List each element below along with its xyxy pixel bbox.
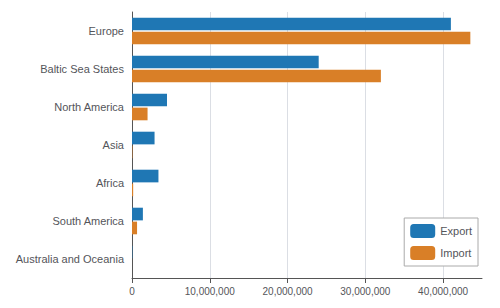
svg-text:Baltic Sea States: Baltic Sea States [40,63,124,75]
svg-text:20,000,000: 20,000,000 [263,286,313,297]
svg-text:North America: North America [54,101,125,113]
svg-text:Asia: Asia [103,139,125,151]
svg-text:30,000,000: 30,000,000 [340,286,390,297]
svg-text:South America: South America [52,215,124,227]
svg-text:40,000,000: 40,000,000 [418,286,468,297]
svg-text:Export: Export [440,225,472,237]
svg-text:Australia and Oceania: Australia and Oceania [16,253,125,265]
svg-text:Africa: Africa [96,177,125,189]
svg-text:10,000,000: 10,000,000 [185,286,235,297]
svg-text:Import: Import [440,247,471,259]
svg-text:0: 0 [129,286,135,297]
svg-text:Europe: Europe [89,25,124,37]
